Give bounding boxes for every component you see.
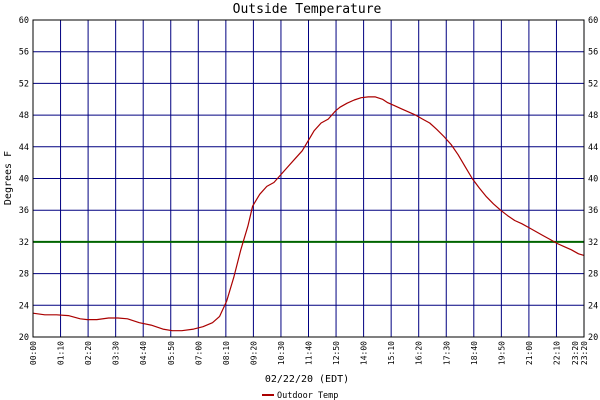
y-tick-label-left: 60 — [19, 16, 29, 26]
y-tick-label-left: 56 — [19, 48, 29, 58]
x-tick-label: 10:30 — [277, 341, 286, 365]
y-tick-label-left: 52 — [19, 79, 29, 89]
x-axis-label: 02/22/20 (EDT) — [265, 374, 349, 385]
y-tick-label-right: 60 — [588, 16, 598, 26]
x-tick-label: 17:30 — [442, 341, 451, 365]
x-tick-label: 21:00 — [525, 341, 534, 365]
y-tick-label-right: 40 — [588, 175, 598, 185]
y-tick-label-right: 36 — [588, 206, 598, 216]
x-tick-label-extra: 23:20 — [571, 341, 580, 365]
y-tick-label-right: 48 — [588, 111, 598, 121]
y-tick-label-left: 36 — [19, 206, 29, 216]
x-tick-label: 08:10 — [222, 341, 231, 365]
y-tick-label-right: 56 — [588, 48, 598, 58]
y-tick-labels-left: 20 24 28 32 36 40 44 48 52 56 60 — [19, 16, 29, 343]
x-tick-label: 16:20 — [415, 341, 424, 365]
x-tick-label: 02:20 — [84, 341, 93, 365]
x-tick-label: 00:00 — [29, 341, 38, 365]
y-tick-label-right: 44 — [588, 143, 598, 153]
series-lines — [32, 96, 585, 332]
x-tick-label: 07:00 — [194, 341, 203, 365]
y-tick-label-right: 28 — [588, 270, 598, 280]
y-tick-label-left: 44 — [19, 143, 29, 153]
series-line-outdoor-temp — [32, 96, 585, 332]
x-tick-label: 18:40 — [470, 341, 479, 365]
y-tick-label-left: 20 — [19, 333, 29, 343]
x-tick-label: 03:30 — [112, 341, 121, 365]
x-tick-label: 14:00 — [360, 341, 369, 365]
y-axis-label: Degrees F — [3, 151, 14, 205]
y-tick-label-right: 32 — [588, 238, 598, 248]
y-tick-label-left: 32 — [19, 238, 29, 248]
x-tick-label: 15:10 — [387, 341, 396, 365]
x-tick-label: 19:50 — [497, 341, 506, 365]
plot-frame — [32, 19, 585, 338]
grid — [32, 19, 585, 338]
y-tick-labels-right: 20 24 28 32 36 40 44 48 52 56 60 — [588, 16, 598, 343]
x-tick-label: 12:50 — [332, 341, 341, 365]
x-tick-label: 05:50 — [167, 341, 176, 365]
y-tick-label-right: 20 — [588, 333, 598, 343]
x-tick-labels: 00:00 01:10 02:20 03:30 04:40 05:50 07:00 08:10… — [29, 341, 589, 365]
x-tick-label: 09:20 — [249, 341, 258, 365]
x-tick-label: 22:10 — [552, 341, 561, 365]
x-tick-label: 23:20 — [580, 341, 589, 365]
y-tick-label-right: 52 — [588, 79, 598, 89]
y-tick-label-right: 24 — [588, 301, 598, 311]
y-tick-label-left: 24 — [19, 301, 29, 311]
x-tick-label: 11:40 — [305, 341, 314, 365]
x-tick-label: 04:40 — [139, 341, 148, 365]
y-tick-label-left: 48 — [19, 111, 29, 121]
y-tick-label-left: 28 — [19, 270, 29, 280]
x-tick-label: 01:10 — [57, 341, 66, 365]
legend: Outdoor Temp — [262, 391, 338, 400]
chart-title: Outside Temperature — [233, 2, 382, 17]
legend-label-outdoor-temp: Outdoor Temp — [277, 391, 338, 400]
y-tick-label-left: 40 — [19, 175, 29, 185]
